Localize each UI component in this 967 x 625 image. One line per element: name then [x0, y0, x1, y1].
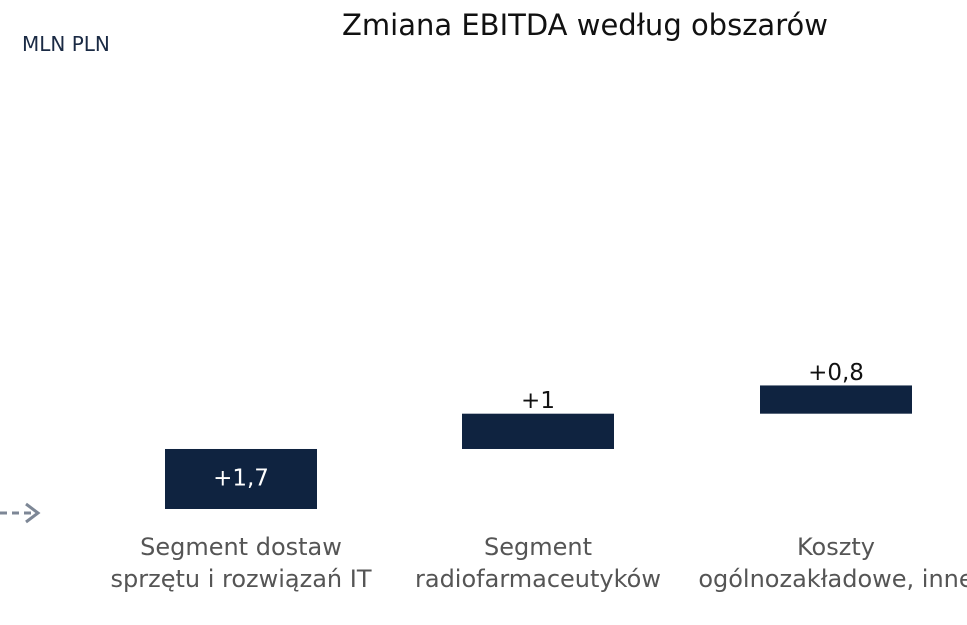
data-label: +1,7 [213, 465, 269, 491]
chart-title: Zmiana EBITDA według obszarów [342, 8, 828, 42]
data-label: +1 [521, 388, 555, 414]
category-label: Segment dostaw sprzętu i rozwiązań IT [110, 533, 372, 593]
bar [165, 448, 317, 509]
unit-label: MLN PLN [22, 32, 110, 56]
arrow [0, 502, 41, 524]
data-label: +0,8 [808, 360, 864, 386]
category-label: Koszty ogólnozakładowe, inne [698, 533, 967, 593]
bar [760, 385, 912, 414]
bar [462, 413, 614, 449]
category-label: Segment radiofarmaceutyków [415, 533, 661, 593]
